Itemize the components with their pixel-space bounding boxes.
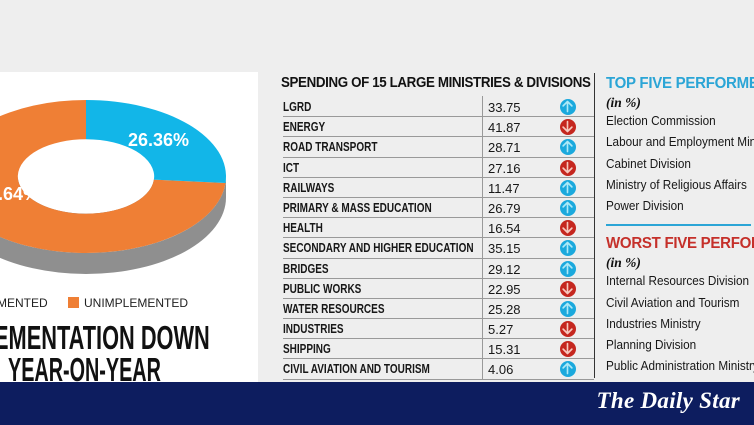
svg-text:26.36%: 26.36% [128, 130, 189, 150]
svg-text:73.64%: 73.64% [0, 184, 39, 204]
